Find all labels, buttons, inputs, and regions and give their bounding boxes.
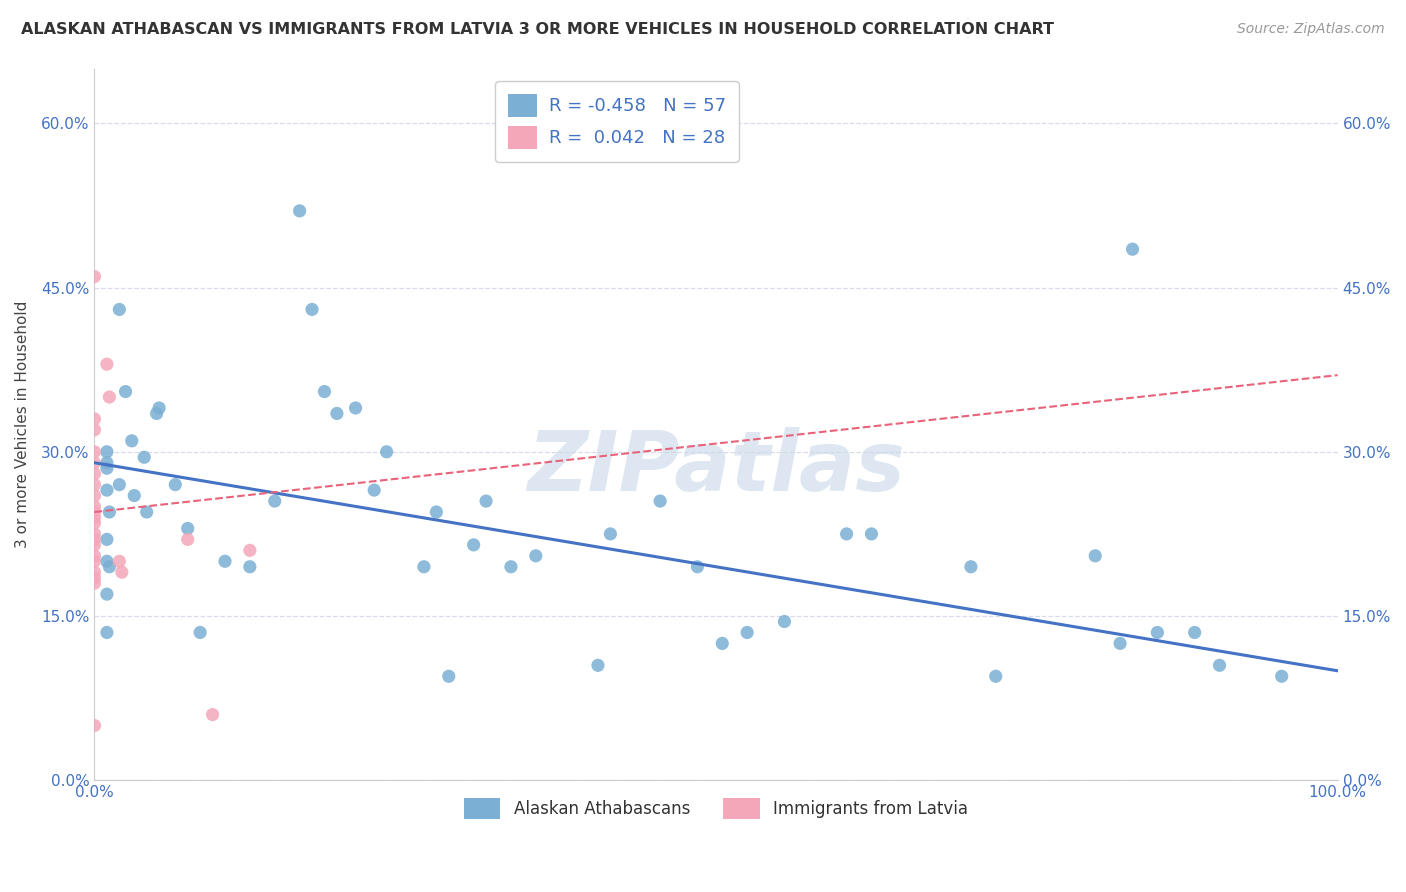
Text: ZIPatlas: ZIPatlas bbox=[527, 426, 905, 508]
Point bbox=[711, 636, 734, 650]
Point bbox=[135, 505, 157, 519]
Point bbox=[83, 533, 105, 547]
Point bbox=[165, 477, 187, 491]
Point bbox=[83, 505, 105, 519]
Point bbox=[96, 554, 118, 568]
Point bbox=[96, 587, 118, 601]
Point bbox=[437, 669, 460, 683]
Point bbox=[83, 527, 105, 541]
Point bbox=[201, 707, 224, 722]
Point bbox=[984, 669, 1007, 683]
Point bbox=[177, 533, 200, 547]
Point bbox=[96, 483, 118, 497]
Y-axis label: 3 or more Vehicles in Household: 3 or more Vehicles in Household bbox=[15, 301, 30, 548]
Point bbox=[83, 516, 105, 530]
Point bbox=[239, 543, 262, 558]
Point bbox=[425, 505, 447, 519]
Point bbox=[83, 576, 105, 591]
Point bbox=[1084, 549, 1107, 563]
Point bbox=[475, 494, 498, 508]
Point bbox=[1121, 242, 1143, 256]
Point bbox=[83, 456, 105, 470]
Point bbox=[83, 549, 105, 563]
Point bbox=[83, 269, 105, 284]
Point bbox=[96, 533, 118, 547]
Point bbox=[1184, 625, 1206, 640]
Text: Source: ZipAtlas.com: Source: ZipAtlas.com bbox=[1237, 22, 1385, 37]
Point bbox=[83, 571, 105, 585]
Point bbox=[314, 384, 336, 399]
Point bbox=[96, 461, 118, 475]
Point bbox=[83, 500, 105, 514]
Point bbox=[344, 401, 367, 415]
Point bbox=[114, 384, 136, 399]
Point bbox=[326, 407, 349, 421]
Point bbox=[1271, 669, 1294, 683]
Point bbox=[599, 527, 621, 541]
Point bbox=[83, 444, 105, 458]
Point bbox=[98, 505, 121, 519]
Point bbox=[96, 357, 118, 371]
Point bbox=[121, 434, 143, 448]
Point bbox=[463, 538, 485, 552]
Point bbox=[188, 625, 211, 640]
Point bbox=[96, 456, 118, 470]
Text: ALASKAN ATHABASCAN VS IMMIGRANTS FROM LATVIA 3 OR MORE VEHICLES IN HOUSEHOLD COR: ALASKAN ATHABASCAN VS IMMIGRANTS FROM LA… bbox=[21, 22, 1054, 37]
Point bbox=[835, 527, 858, 541]
Point bbox=[98, 390, 121, 404]
Point bbox=[363, 483, 385, 497]
Point bbox=[263, 494, 285, 508]
Point bbox=[134, 450, 156, 465]
Point bbox=[83, 566, 105, 580]
Point bbox=[1146, 625, 1168, 640]
Point bbox=[145, 407, 167, 421]
Point bbox=[375, 444, 398, 458]
Point bbox=[83, 718, 105, 732]
Point bbox=[83, 467, 105, 481]
Point bbox=[108, 554, 131, 568]
Point bbox=[108, 477, 131, 491]
Point bbox=[735, 625, 758, 640]
Point bbox=[648, 494, 671, 508]
Point bbox=[960, 559, 983, 574]
Point bbox=[83, 423, 105, 437]
Point bbox=[1208, 658, 1230, 673]
Point bbox=[96, 444, 118, 458]
Point bbox=[301, 302, 323, 317]
Point bbox=[524, 549, 547, 563]
Point bbox=[122, 489, 145, 503]
Point bbox=[499, 559, 522, 574]
Point bbox=[83, 489, 105, 503]
Point bbox=[177, 521, 200, 535]
Point bbox=[1109, 636, 1132, 650]
Point bbox=[108, 302, 131, 317]
Point bbox=[111, 566, 134, 580]
Legend: Alaskan Athabascans, Immigrants from Latvia: Alaskan Athabascans, Immigrants from Lat… bbox=[457, 792, 976, 825]
Point bbox=[413, 559, 436, 574]
Point bbox=[83, 412, 105, 426]
Point bbox=[860, 527, 883, 541]
Point bbox=[83, 538, 105, 552]
Point bbox=[96, 625, 118, 640]
Point bbox=[83, 477, 105, 491]
Point bbox=[288, 203, 311, 218]
Point bbox=[214, 554, 236, 568]
Point bbox=[586, 658, 609, 673]
Point bbox=[98, 559, 121, 574]
Point bbox=[686, 559, 709, 574]
Point bbox=[148, 401, 170, 415]
Point bbox=[83, 554, 105, 568]
Point bbox=[773, 615, 796, 629]
Point bbox=[239, 559, 262, 574]
Point bbox=[83, 510, 105, 524]
